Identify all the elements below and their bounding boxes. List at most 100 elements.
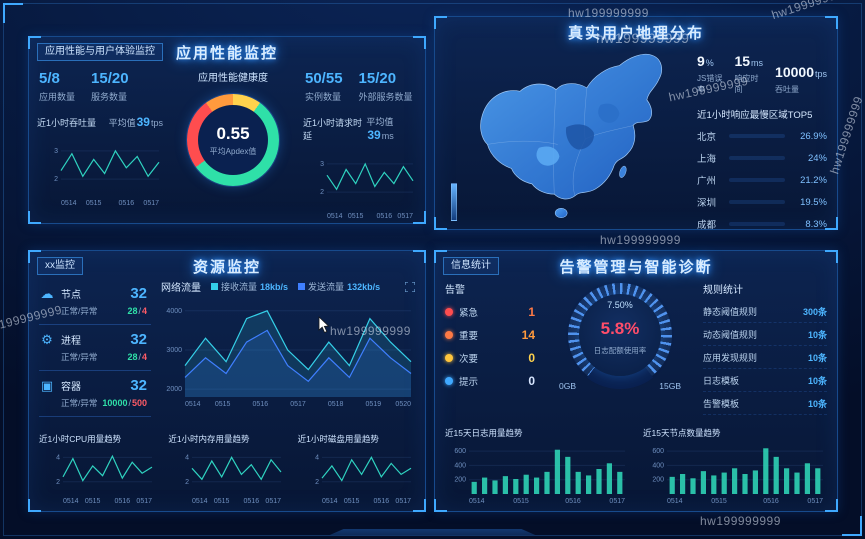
svg-text:0515: 0515 bbox=[85, 498, 101, 505]
container-status-values: 10000/500 bbox=[102, 398, 151, 408]
svg-text:0515: 0515 bbox=[348, 213, 364, 220]
quota-gauge-ring: 7.50% 5.8% 日志配额使用率 bbox=[566, 281, 674, 389]
alert-name: 提示 bbox=[459, 377, 479, 388]
container-count: 32 bbox=[130, 377, 147, 394]
js-error-value: 9 bbox=[697, 53, 705, 69]
svg-text:0516: 0516 bbox=[253, 401, 269, 408]
rule-value: 10条 bbox=[807, 352, 827, 363]
process-status-label: 正常/异常 bbox=[61, 352, 98, 362]
rule-stats: 规则统计 静态阈值规则 300条 动态阈值规则 10条 应用发现规则 10条 日志模板… bbox=[695, 281, 827, 421]
process-name: 进程 bbox=[61, 336, 81, 347]
bottom-notch-decoration bbox=[327, 529, 538, 536]
svg-text:0514: 0514 bbox=[667, 498, 683, 505]
apdex-ring: 0.55 平均Apdex值 bbox=[187, 94, 279, 186]
alarm-panel-title: 告警管理与智能诊断 bbox=[559, 259, 713, 276]
quota-min: 0GB bbox=[559, 381, 577, 391]
alert-list: 告警 紧急 1 重要 14 次要 0 提示 0 bbox=[445, 281, 545, 421]
response-time-unit: ms bbox=[751, 58, 764, 68]
svg-text:0516: 0516 bbox=[763, 498, 779, 505]
rule-name: 动态阈值规则 bbox=[703, 329, 758, 340]
node-count-chart: 200 400 600 0514 0515 0516 0517 bbox=[643, 441, 827, 505]
container-icon: ▣ bbox=[40, 377, 54, 393]
svg-text:3: 3 bbox=[54, 147, 58, 154]
resource-panel-tag: xx监控 bbox=[37, 257, 83, 275]
resource-panel: xx监控 资源监控 ☁ 节点 32 正常/异常 28/4 ⚙ 进程 32 正常/异常 28/… bbox=[28, 250, 426, 512]
svg-text:0516: 0516 bbox=[373, 498, 389, 505]
throughput-label: 吞吐量 bbox=[775, 85, 800, 94]
node-count-title: 近15天节点数量趋势 bbox=[643, 428, 721, 438]
svg-text:0514: 0514 bbox=[327, 213, 343, 220]
slash-separator: / bbox=[138, 352, 141, 362]
city-name: 深圳 bbox=[697, 198, 717, 209]
response-time-value: 15 bbox=[734, 53, 751, 69]
alarm-upper-area: 告警 紧急 1 重要 14 次要 0 提示 0 7.50% 5.8% 日志配额使用率 0… bbox=[445, 281, 827, 421]
svg-text:400: 400 bbox=[652, 462, 664, 469]
alert-row-info: 提示 0 bbox=[445, 374, 545, 388]
avg-label: 平均值 bbox=[366, 116, 394, 127]
city-row-guangzhou: 广州 21.2% bbox=[697, 173, 827, 188]
alert-row-minor: 次要 0 bbox=[445, 351, 545, 365]
legend-receive: 接收流量 18kb/s bbox=[211, 280, 288, 293]
process-icon: ⚙ bbox=[41, 331, 53, 347]
quota-minmax: 0GB 15GB bbox=[559, 381, 681, 391]
external-service-label: 外部服务数量 bbox=[358, 91, 413, 102]
city-name: 广州 bbox=[697, 176, 717, 187]
container-card: ▣ 容器 32 正常/异常 10000/500 bbox=[39, 371, 151, 417]
alarm-panel-tag: 信息统计 bbox=[443, 257, 499, 275]
instance-count-label: 实例数量 bbox=[305, 91, 342, 102]
js-error-label: JS错误率 bbox=[697, 74, 723, 94]
app-count-label: 应用数量 bbox=[39, 91, 76, 102]
svg-text:0516: 0516 bbox=[119, 200, 135, 207]
svg-text:600: 600 bbox=[652, 448, 664, 455]
svg-text:4: 4 bbox=[56, 454, 60, 461]
svg-text:200: 200 bbox=[454, 477, 466, 484]
svg-text:600: 600 bbox=[454, 448, 466, 455]
svg-text:3000: 3000 bbox=[166, 347, 182, 354]
rule-row: 告警模板 10条 bbox=[703, 392, 827, 415]
disk-trend-block: 近1小时磁盘用量趋势 2 4 0514 0515 0516 0517 bbox=[298, 433, 415, 505]
rule-value: 10条 bbox=[807, 329, 827, 340]
apm-left-stats: 5/8 应用数量 15/20 服务数量 bbox=[39, 70, 163, 103]
slash-separator: / bbox=[128, 398, 131, 408]
alert-name: 紧急 bbox=[459, 308, 479, 319]
response-time-stat: 15ms 响应时间 bbox=[734, 53, 763, 95]
apdex-gauge-label: 应用性能健康度 bbox=[198, 73, 268, 84]
rule-name: 应用发现规则 bbox=[703, 352, 758, 363]
info-dot-icon bbox=[445, 377, 453, 385]
apm-panel-title: 应用性能监控 bbox=[175, 45, 278, 62]
svg-text:200: 200 bbox=[652, 477, 664, 484]
svg-text:2000: 2000 bbox=[166, 386, 182, 393]
node-status-label: 正常/异常 bbox=[61, 306, 98, 316]
app-count-value: 5/8 bbox=[39, 70, 60, 87]
js-error-stat: 9% JS错误率 bbox=[697, 53, 722, 95]
alert-count: 0 bbox=[528, 374, 535, 388]
alerts-title: 告警 bbox=[445, 285, 465, 296]
svg-text:0516: 0516 bbox=[244, 498, 260, 505]
log-usage-title: 近15天日志用量趋势 bbox=[445, 428, 523, 438]
container-name: 容器 bbox=[61, 382, 81, 393]
abnormal-count: 4 bbox=[141, 352, 147, 362]
legend-label: 发送流量 bbox=[308, 282, 345, 292]
apm-center-column: 应用性能健康度 0.55 平均Apdex值 bbox=[173, 67, 293, 219]
process-status-values: 28/4 bbox=[127, 352, 151, 362]
node-count-block: 近15天节点数量趋势 200 400 600 0514 0515 0516 0517 bbox=[643, 427, 827, 505]
resource-panel-title: 资源监控 bbox=[192, 259, 261, 276]
cpu-trend-title: 近1小时CPU用量趋势 bbox=[39, 434, 122, 444]
city-bar-track bbox=[729, 134, 785, 138]
expand-icon[interactable] bbox=[405, 281, 415, 292]
cpu-trend-chart: 2 4 0514 0515 0516 0517 bbox=[39, 447, 156, 505]
disk-trend-chart: 2 4 0514 0515 0516 0517 bbox=[298, 447, 415, 505]
rule-name: 告警模板 bbox=[703, 398, 740, 409]
throughput-average: 平均值39tps bbox=[109, 115, 163, 129]
city-row-shanghai: 上海 24% bbox=[697, 151, 827, 166]
external-service-stat: 15/20 外部服务数量 bbox=[358, 70, 413, 103]
china-map-svg bbox=[480, 53, 663, 218]
svg-text:2: 2 bbox=[320, 189, 324, 196]
throughput-value: 10000 bbox=[775, 64, 814, 80]
js-error-unit: % bbox=[705, 58, 714, 68]
svg-text:0514: 0514 bbox=[185, 401, 201, 408]
svg-text:2: 2 bbox=[185, 479, 189, 486]
watermark: hw199999999 bbox=[600, 233, 681, 247]
throughput-title: 近1小时吞吐量 bbox=[37, 117, 97, 128]
